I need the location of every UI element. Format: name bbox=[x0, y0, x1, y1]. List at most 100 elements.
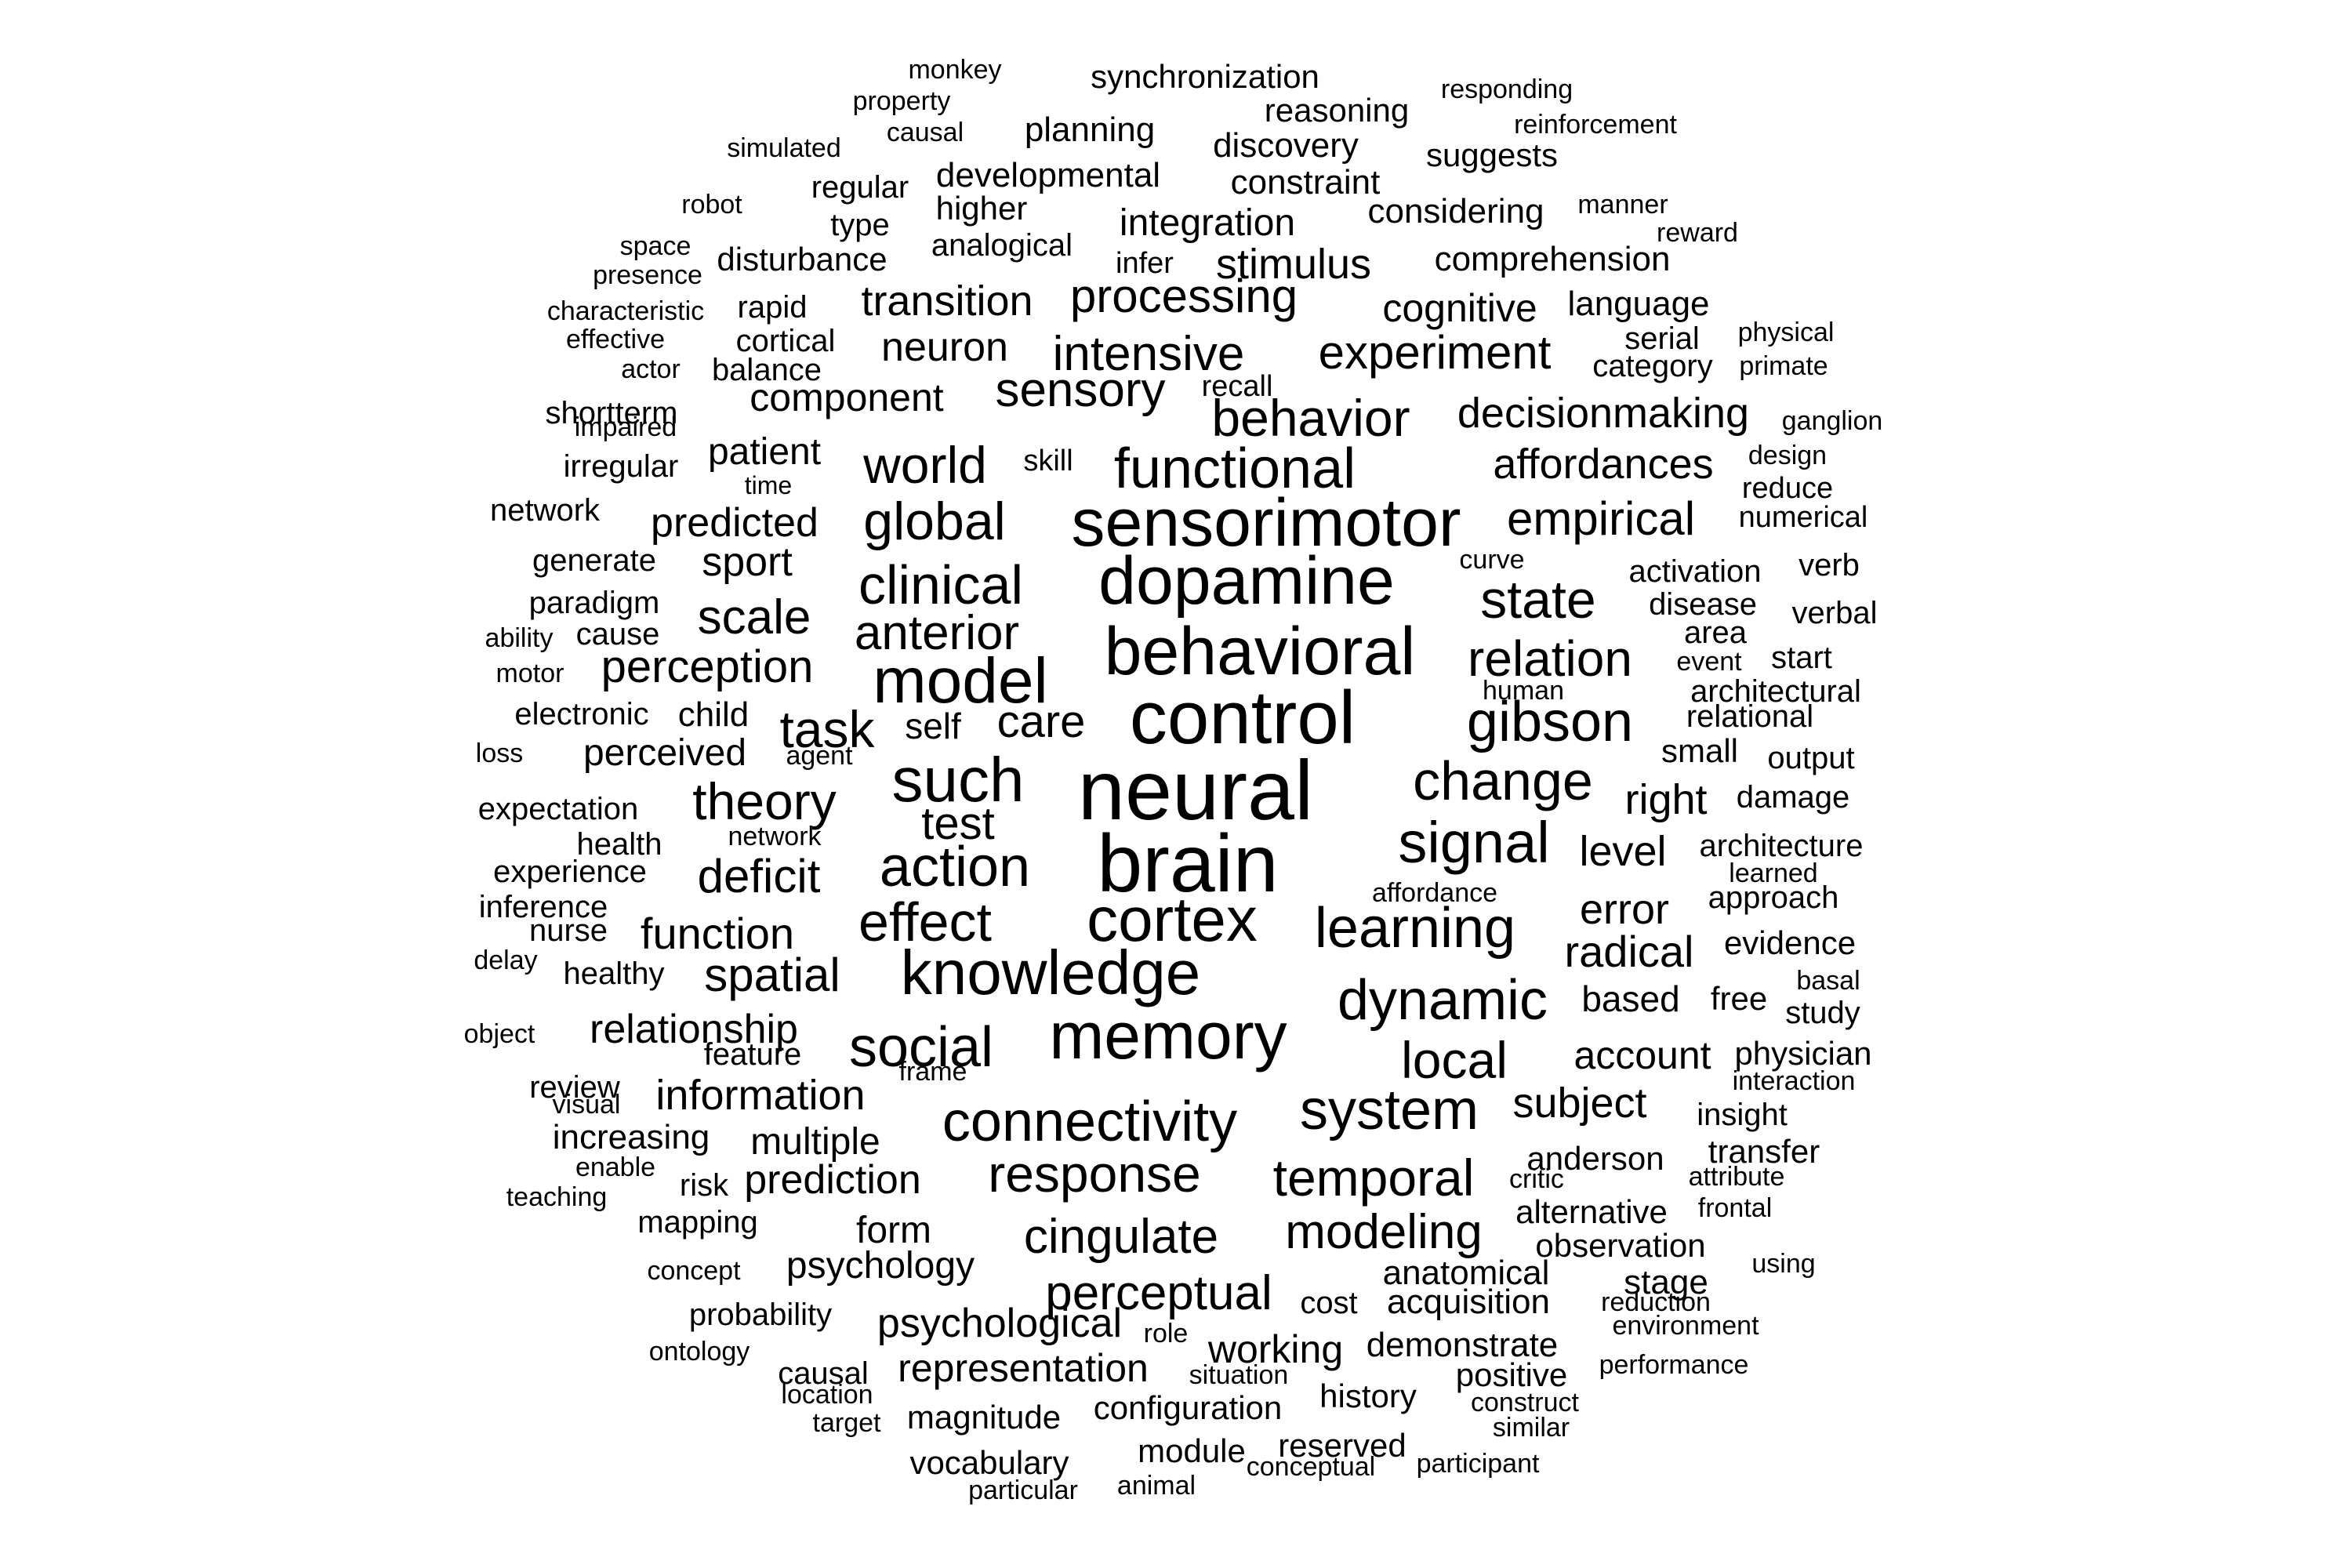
word-causal-top: causal bbox=[887, 118, 964, 147]
word-learned: learned bbox=[1729, 858, 1817, 888]
word-motor: motor bbox=[496, 659, 564, 688]
word-reserved: reserved bbox=[1278, 1427, 1406, 1464]
word-characteristic: characteristic bbox=[547, 296, 704, 326]
word-type: type bbox=[830, 208, 890, 242]
word-right: right bbox=[1624, 776, 1707, 823]
word-review: review bbox=[529, 1070, 620, 1105]
word-signal: signal bbox=[1398, 810, 1549, 875]
word-behavioral: behavioral bbox=[1105, 614, 1416, 689]
word-alternative: alternative bbox=[1515, 1193, 1668, 1230]
word-activation: activation bbox=[1629, 554, 1762, 589]
word-recall: recall bbox=[1202, 370, 1273, 403]
word-functional: functional bbox=[1114, 437, 1356, 500]
word-clinical: clinical bbox=[858, 554, 1023, 615]
word-simulated: simulated bbox=[727, 133, 841, 163]
word-synchronization: synchronization bbox=[1091, 58, 1319, 95]
word-control: control bbox=[1130, 676, 1356, 760]
word-transition: transition bbox=[861, 278, 1033, 325]
word-world: world bbox=[862, 436, 987, 494]
word-integration: integration bbox=[1120, 202, 1295, 244]
word-working: working bbox=[1207, 1327, 1343, 1371]
word-sensorimotor: sensorimotor bbox=[1071, 485, 1461, 561]
word-observation: observation bbox=[1535, 1227, 1705, 1264]
word-verbal: verbal bbox=[1792, 596, 1878, 630]
word-irregular: irregular bbox=[564, 449, 679, 484]
word-health: health bbox=[577, 827, 662, 862]
word-animal: animal bbox=[1117, 1471, 1196, 1501]
word-based: based bbox=[1581, 978, 1679, 1019]
word-enable: enable bbox=[575, 1152, 655, 1182]
word-model: model bbox=[873, 645, 1047, 717]
word-vocabulary: vocabulary bbox=[909, 1444, 1069, 1481]
word-effect: effect bbox=[858, 891, 992, 953]
word-interaction: interaction bbox=[1733, 1066, 1856, 1096]
word-delay: delay bbox=[474, 946, 537, 975]
word-location: location bbox=[781, 1380, 873, 1410]
word-perception: perception bbox=[601, 641, 814, 692]
word-situation: situation bbox=[1189, 1360, 1289, 1390]
word-relation: relation bbox=[1468, 630, 1632, 687]
word-language: language bbox=[1567, 285, 1709, 323]
word-start: start bbox=[1771, 641, 1832, 675]
word-participant: participant bbox=[1417, 1449, 1540, 1479]
word-physician: physician bbox=[1734, 1035, 1871, 1072]
word-processing: processing bbox=[1070, 270, 1298, 322]
word-visual: visual bbox=[553, 1090, 621, 1120]
word-monkey: monkey bbox=[908, 55, 1001, 85]
word-cause: cause bbox=[576, 617, 660, 652]
word-module: module bbox=[1138, 1432, 1246, 1469]
word-space: space bbox=[620, 231, 691, 261]
word-network-mid: network bbox=[728, 822, 822, 851]
word-state: state bbox=[1480, 570, 1595, 630]
word-presence: presence bbox=[593, 260, 702, 290]
word-actor: actor bbox=[621, 354, 681, 384]
word-demonstrate: demonstrate bbox=[1367, 1326, 1559, 1364]
word-transfer: transfer bbox=[1708, 1133, 1820, 1170]
word-psychology: psychology bbox=[786, 1245, 975, 1287]
word-subject: subject bbox=[1512, 1080, 1646, 1127]
word-impaired: impaired bbox=[575, 412, 677, 442]
word-developmental: developmental bbox=[936, 156, 1160, 194]
word-electronic: electronic bbox=[514, 697, 648, 731]
word-environment: environment bbox=[1612, 1311, 1759, 1341]
word-frontal: frontal bbox=[1698, 1193, 1773, 1223]
word-role: role bbox=[1144, 1319, 1189, 1348]
word-care: care bbox=[997, 696, 1086, 747]
word-generate: generate bbox=[532, 543, 656, 578]
word-knowledge: knowledge bbox=[901, 938, 1201, 1007]
word-neural: neural bbox=[1078, 742, 1313, 837]
word-shortterm: shortterm bbox=[546, 396, 678, 430]
word-local: local bbox=[1401, 1031, 1508, 1089]
word-agent: agent bbox=[786, 741, 853, 771]
word-architecture: architecture bbox=[1700, 829, 1864, 863]
word-learning: learning bbox=[1315, 897, 1515, 960]
word-property: property bbox=[853, 86, 951, 116]
word-evidence: evidence bbox=[1724, 924, 1856, 961]
word-causal: causal bbox=[778, 1356, 869, 1391]
word-area: area bbox=[1684, 615, 1748, 650]
word-planning: planning bbox=[1025, 111, 1155, 149]
word-physical: physical bbox=[1738, 318, 1835, 347]
word-responding: responding bbox=[1441, 74, 1573, 104]
word-predicted: predicted bbox=[651, 500, 818, 546]
word-time: time bbox=[745, 471, 792, 499]
word-reinforcement: reinforcement bbox=[1514, 110, 1677, 140]
word-loss: loss bbox=[476, 739, 523, 768]
word-numerical: numerical bbox=[1739, 501, 1868, 534]
word-inference: inference bbox=[479, 890, 608, 924]
word-infer: infer bbox=[1116, 247, 1174, 280]
word-dynamic: dynamic bbox=[1338, 969, 1548, 1032]
word-reduce: reduce bbox=[1742, 472, 1833, 505]
word-disease: disease bbox=[1649, 587, 1757, 622]
word-using: using bbox=[1751, 1249, 1815, 1279]
word-critic: critic bbox=[1509, 1164, 1564, 1194]
word-effective: effective bbox=[566, 325, 665, 354]
word-risk: risk bbox=[680, 1168, 729, 1203]
word-skill: skill bbox=[1023, 445, 1073, 477]
word-similar: similar bbox=[1493, 1413, 1570, 1443]
word-form: form bbox=[856, 1210, 931, 1251]
word-memory: memory bbox=[1049, 999, 1287, 1073]
word-configuration: configuration bbox=[1094, 1389, 1283, 1426]
word-concept: concept bbox=[647, 1256, 741, 1286]
